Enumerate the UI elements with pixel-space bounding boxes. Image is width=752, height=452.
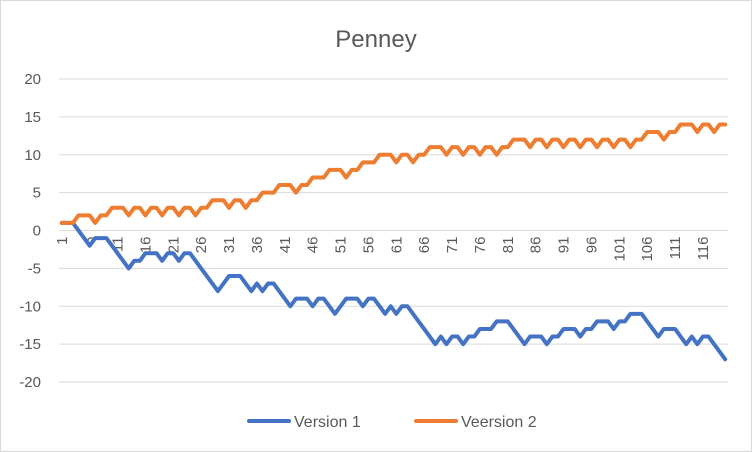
- legend-label: Veersion 2: [461, 414, 537, 431]
- x-tick-label: 101: [611, 237, 628, 262]
- x-tick-label: 56: [360, 237, 377, 254]
- x-tick-label: 1: [54, 237, 71, 245]
- y-tick-label: 20: [24, 71, 41, 88]
- y-tick-label: 10: [24, 147, 41, 164]
- x-tick-label: 116: [695, 237, 712, 261]
- x-tick-label: 51: [333, 237, 350, 254]
- x-tick-label: 86: [528, 237, 545, 254]
- legend: Version 1 Veersion 2: [247, 414, 537, 431]
- x-tick-label: 6: [82, 237, 99, 245]
- legend-label: Version 1: [294, 414, 361, 431]
- y-tick-label: -5: [28, 260, 41, 277]
- y-tick-label: -20: [19, 374, 41, 391]
- x-tick-label: 46: [305, 237, 322, 254]
- x-tick-label: 16: [137, 237, 154, 254]
- x-tick-label: 31: [221, 237, 238, 254]
- x-tick-label: 76: [472, 237, 489, 254]
- gridlines: [59, 78, 728, 383]
- y-axis-tick-labels: -20 -15 -10 -5 0 5 10 15 20: [19, 71, 41, 391]
- series-lines: [59, 122, 728, 362]
- x-tick-label: 91: [556, 237, 573, 254]
- x-tick-label: 111: [667, 237, 684, 260]
- x-tick-label: 41: [277, 237, 294, 254]
- x-tick-label: 71: [444, 237, 461, 254]
- x-axis-tick-labels: 1 6 11 16 21 26 31 36 41 46 51 56 61 66 71 76 81 86 91 96 10…: [54, 236, 712, 261]
- x-tick-label: 81: [500, 236, 517, 253]
- y-tick-label: 5: [33, 185, 41, 202]
- x-tick-label: 36: [249, 237, 266, 254]
- y-tick-label: 0: [33, 223, 41, 240]
- x-tick-label: 26: [193, 237, 210, 254]
- x-tick-label: 66: [416, 237, 433, 254]
- x-tick-label: 96: [583, 237, 600, 254]
- chart-title: Penney: [335, 26, 416, 53]
- x-tick-label: 106: [639, 237, 656, 262]
- y-tick-label: -15: [19, 336, 41, 353]
- series-line-1: [59, 220, 728, 362]
- x-tick-label: 21: [165, 237, 182, 254]
- x-tick-label: 61: [388, 237, 405, 254]
- y-tick-label: -10: [19, 298, 41, 315]
- series-line-2: [59, 122, 728, 225]
- y-tick-label: 15: [24, 109, 41, 126]
